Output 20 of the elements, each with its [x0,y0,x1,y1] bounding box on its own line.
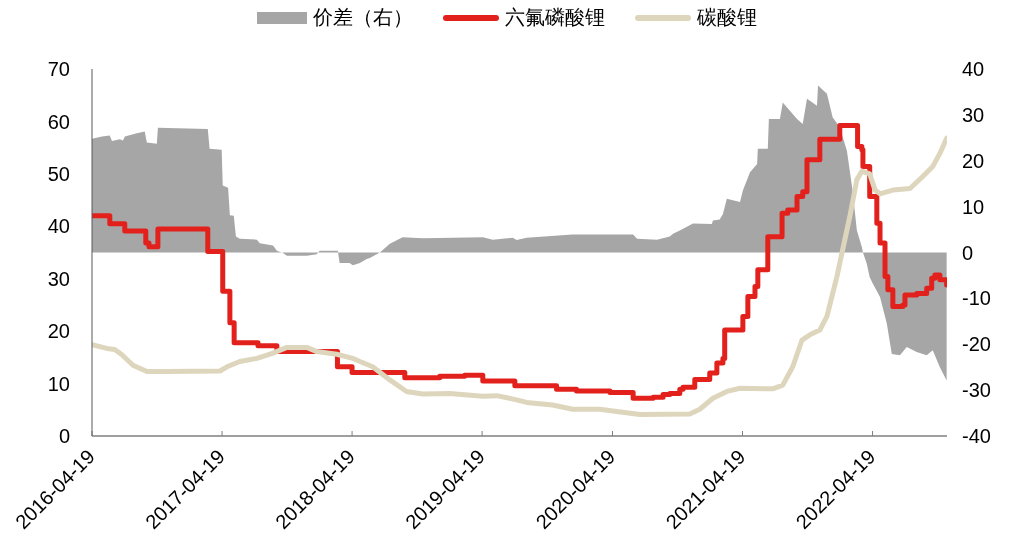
legend-label: 六氟磷酸锂 [504,5,605,30]
y-tick-label: 20 [47,320,70,343]
y2-tick-label: 30 [962,103,985,126]
y2-tick-label: 0 [962,241,974,264]
y-tick-label: 40 [47,215,70,238]
y-tick-label: 30 [47,267,70,290]
y2-tick-label: 10 [962,195,985,218]
legend-label: 价差（右） [312,5,413,30]
y2-tick-label: 40 [962,58,985,81]
legend-label: 碳酸锂 [696,5,757,30]
y2-tick-label: -30 [962,379,991,402]
y-tick-label: 60 [47,110,70,133]
y2-tick-label: -20 [962,333,991,356]
y2-tick-label: 20 [962,149,985,172]
y-tick-label: 70 [47,58,70,81]
y2-tick-label: -10 [962,287,991,310]
y-tick-label: 10 [47,372,70,395]
y2-tick-label: -40 [962,425,991,448]
y-tick-label: 0 [58,425,70,448]
y-tick-label: 50 [47,162,70,185]
